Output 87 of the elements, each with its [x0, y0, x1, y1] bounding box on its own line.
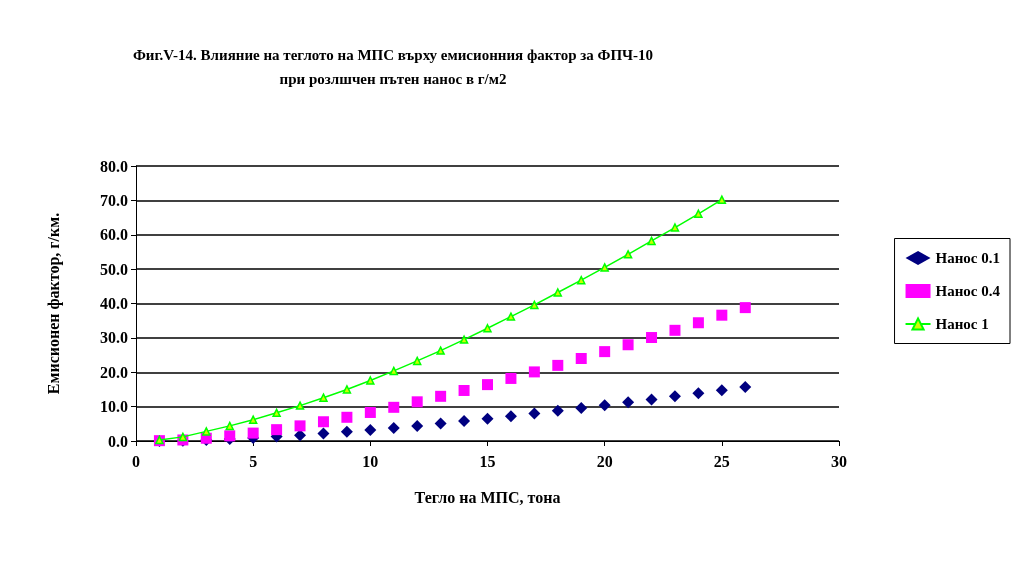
- point: [295, 401, 305, 410]
- point: [271, 424, 283, 436]
- y-tick-label: 70.0: [100, 191, 128, 209]
- point: [553, 288, 563, 297]
- x-axis-title: Тегло на МПС, тона: [414, 488, 561, 506]
- point: [364, 424, 377, 436]
- point: [505, 372, 517, 384]
- y-tick-label: 60.0: [100, 226, 128, 244]
- legend-label: Нанос 1: [935, 316, 989, 332]
- point: [504, 410, 517, 423]
- point: [247, 427, 259, 439]
- x-tick-label: 15: [479, 452, 496, 470]
- point: [694, 209, 703, 219]
- y-tick-label: 0.0: [108, 432, 128, 450]
- point: [248, 415, 258, 424]
- point: [669, 324, 681, 336]
- point: [482, 379, 493, 391]
- point: [668, 390, 681, 403]
- point: [506, 312, 516, 321]
- point: [178, 432, 188, 442]
- point: [645, 393, 658, 406]
- point: [647, 236, 656, 246]
- point: [716, 309, 728, 321]
- point: [599, 346, 611, 358]
- point: [319, 393, 328, 402]
- point: [622, 339, 634, 351]
- point: [552, 359, 564, 371]
- x-tick-label: 10: [362, 452, 379, 470]
- point: [575, 353, 587, 364]
- point: [646, 332, 658, 344]
- point: [364, 406, 376, 418]
- point: [317, 416, 329, 428]
- legend-label: Нанос 0.1: [935, 250, 1000, 266]
- chart-title: Фиг.V-14. Влияние на теглото на МПС върху емисионния фактор за ФПЧ-10 при розлшчен пътен нанос в г/м2: [132, 47, 654, 87]
- y-tick-label: 40.0: [100, 295, 128, 312]
- point: [341, 411, 353, 423]
- point: [623, 250, 633, 259]
- y-tick-label: 20.0: [100, 363, 128, 381]
- legend-label: Нанос 0.4: [935, 283, 1001, 299]
- point: [458, 384, 470, 396]
- point: [575, 402, 588, 414]
- x-tick-label: 25: [713, 452, 730, 470]
- point: [692, 387, 705, 400]
- point: [202, 427, 211, 436]
- point: [459, 335, 469, 344]
- point: [483, 324, 492, 333]
- point: [340, 425, 353, 438]
- point: [411, 419, 424, 432]
- point: [458, 415, 471, 428]
- point: [551, 404, 564, 417]
- y-tick-label: 30.0: [100, 329, 128, 347]
- x-tick-label: 20: [596, 452, 613, 470]
- point: [436, 346, 445, 355]
- point: [717, 195, 727, 204]
- x-tick-label: 5: [249, 452, 258, 470]
- point: [435, 390, 447, 402]
- point: [366, 376, 375, 385]
- point: [272, 408, 281, 418]
- y-tick-label: 50.0: [100, 260, 128, 278]
- x-tick-label: 30: [831, 452, 847, 470]
- point: [600, 263, 609, 272]
- y-tick-label: 10.0: [100, 398, 128, 416]
- point: [715, 384, 728, 397]
- point: [622, 396, 635, 409]
- point: [389, 366, 399, 376]
- point: [225, 421, 234, 431]
- point: [317, 427, 330, 440]
- point: [739, 302, 751, 314]
- point: [434, 417, 447, 430]
- point: [388, 401, 400, 413]
- point: [528, 407, 541, 420]
- point: [412, 356, 422, 366]
- point: [294, 420, 306, 432]
- point: [528, 366, 540, 378]
- point: [530, 300, 539, 310]
- point: [411, 396, 423, 408]
- point: [481, 412, 494, 425]
- point: [387, 421, 400, 434]
- point: [576, 275, 586, 285]
- point: [598, 399, 611, 412]
- point: [670, 223, 680, 232]
- y-tick-label: 80.0: [100, 157, 128, 175]
- y-axis-title: Емисионен фактор, г/км.: [44, 212, 63, 395]
- x-tick-label: 0: [132, 452, 140, 470]
- point: [342, 385, 352, 394]
- point: [692, 317, 704, 329]
- point: [739, 381, 752, 394]
